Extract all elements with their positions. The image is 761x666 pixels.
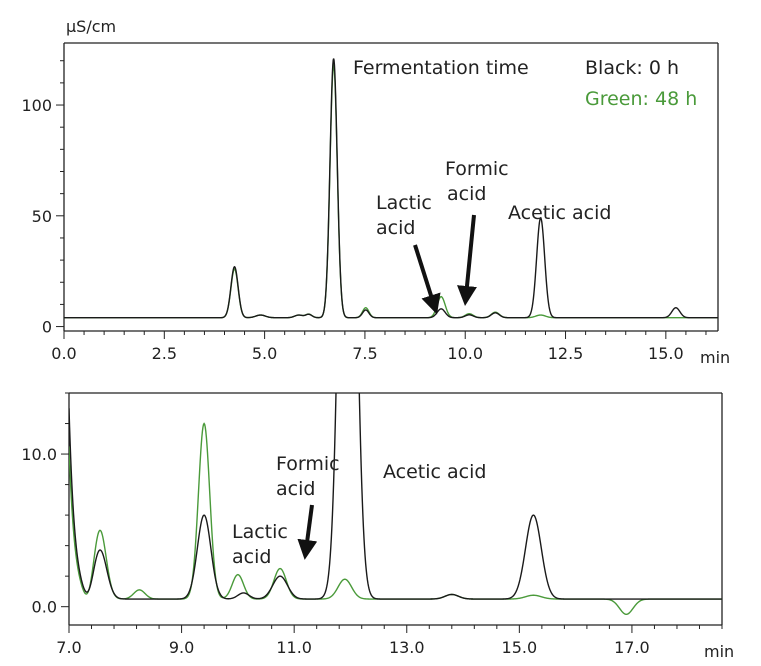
top-x-tick-label: 10.0 (447, 344, 483, 363)
top-series-black-0h (64, 58, 718, 319)
bottom-formic-label-line2: acid (276, 478, 315, 500)
top-acetic-label: Acetic acid (508, 202, 611, 224)
legend-black: Black: 0 h (585, 57, 679, 79)
bottom-chart: 7.0 9.0 11.0 13.0 15.0 17.0 0.0 10.0 min Formic… (21, 392, 734, 661)
bottom-lactic-label-line1: Lactic (232, 521, 288, 543)
bottom-series-green-48h (69, 422, 722, 616)
bottom-series-black-0h (69, 393, 722, 600)
top-y-unit-label: µS/cm (66, 17, 116, 36)
top-x-tick-label: 12.5 (548, 344, 584, 363)
top-lactic-arrow (413, 244, 441, 315)
bottom-x-tick-label: 9.0 (169, 638, 194, 657)
bottom-x-unit-label: min (704, 642, 734, 661)
top-plot-frame (63, 42, 719, 332)
top-x-unit-label: min (700, 348, 730, 367)
bottom-x-tick-label: 7.0 (56, 638, 81, 657)
top-y-tick-label: 50 (32, 207, 52, 226)
top-x-tick-label: 0.0 (51, 344, 76, 363)
top-formic-label-line2: acid (447, 183, 486, 205)
top-lactic-label-line1: Lactic (376, 192, 432, 214)
top-x-tick-label: 5.0 (252, 344, 277, 363)
bottom-lactic-label-line2: acid (232, 546, 271, 568)
bottom-plot-frame (68, 392, 723, 626)
bottom-x-tick-label: 13.0 (389, 638, 425, 657)
bottom-x-tick-label: 11.0 (276, 638, 312, 657)
top-y-tick-label: 100 (21, 96, 52, 115)
top-lactic-label-line2: acid (376, 217, 415, 239)
bottom-axis-ticks: 7.0 9.0 11.0 13.0 15.0 17.0 0.0 10.0 (21, 392, 723, 657)
top-formic-arrow (457, 214, 477, 306)
bottom-y-tick-label: 10.0 (21, 445, 57, 464)
top-x-tick-label: 2.5 (152, 344, 177, 363)
bottom-x-tick-label: 17.0 (614, 638, 650, 657)
bottom-formic-arrow (297, 504, 318, 560)
top-x-tick-label: 15.0 (648, 344, 684, 363)
top-y-tick-label: 0 (42, 318, 52, 337)
bottom-formic-label-line1: Formic (276, 453, 340, 475)
bottom-acetic-label: Acetic acid (383, 461, 486, 483)
legend-heading: Fermentation time (353, 57, 529, 79)
top-axis-ticks: 0.0 2.5 5.0 7.5 10.0 12.5 15.0 0 50 100 (21, 60, 707, 363)
top-chart: 0.0 2.5 5.0 7.5 10.0 12.5 15.0 0 50 100 µS/cm min… (21, 17, 730, 367)
top-formic-label-line1: Formic (445, 158, 509, 180)
bottom-x-tick-label: 15.0 (502, 638, 538, 657)
legend-green: Green: 48 h (585, 88, 697, 110)
bottom-series-group (69, 393, 722, 616)
bottom-y-tick-label: 0.0 (32, 598, 57, 617)
top-x-tick-label: 7.5 (352, 344, 377, 363)
top-series-group (64, 58, 718, 319)
